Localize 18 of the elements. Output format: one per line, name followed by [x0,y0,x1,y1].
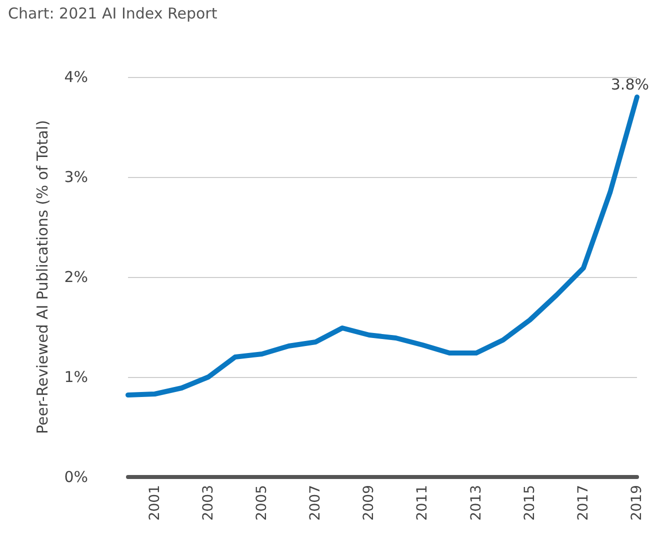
x-tick-label: 2007 [308,485,324,521]
x-tick-label: 2015 [522,485,538,521]
y-axis-title: Peer-Reviewed AI Publications (% of Total) [34,120,52,434]
y-tick-label: 3% [64,168,88,186]
y-tick-label: 2% [64,268,88,286]
text: Chart: 2021 AI Index Report [8,4,218,22]
data-label: 3.8% [610,76,649,94]
y-tick-label: 0% [64,468,88,486]
x-tick-label: 2003 [200,485,216,521]
x-tick-label: 2009 [361,485,378,521]
y-tick-label: 1% [64,368,88,386]
x-tick-label: 2019 [629,485,645,521]
x-tick-label: 2011 [414,485,431,521]
y-tick-label: 4% [64,68,88,86]
x-tick-label: 2005 [254,485,270,521]
x-tick-label: 2017 [575,485,592,521]
x-tick-label: 2013 [468,485,484,521]
x-tick-label: 2001 [146,485,163,521]
